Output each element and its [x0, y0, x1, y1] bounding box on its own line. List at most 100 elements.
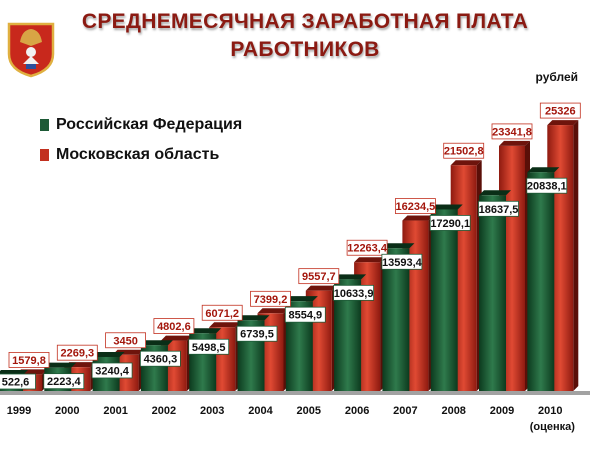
- bar-top-russia: [285, 296, 318, 302]
- data-label-box-moscow-region: [105, 332, 146, 349]
- data-label-moscow-region: 12263,4: [347, 243, 388, 255]
- x-tick-note: (оценка): [530, 421, 576, 433]
- data-label-russia: 522,6: [2, 377, 30, 389]
- data-label-box-moscow-region: [153, 318, 195, 334]
- data-label-box-moscow-region: [346, 239, 388, 256]
- bar-top-russia: [430, 204, 463, 210]
- x-tick-label: 2002: [152, 405, 176, 417]
- data-label-box-moscow-region: [539, 102, 581, 119]
- bar-top-russia: [140, 340, 173, 346]
- data-label-russia: 3240,4: [95, 365, 130, 377]
- data-label-box-russia: [284, 306, 326, 323]
- data-labels-layer: 1579,8 522,6 2269,3 2223,4 3450 3240,4 4802,6 4…: [0, 102, 581, 390]
- bar-russia: [527, 172, 555, 391]
- legend-label-russia: Российская Федерация: [56, 116, 243, 133]
- data-label-russia: 13593,4: [382, 257, 423, 269]
- bar-russia: [430, 209, 458, 391]
- data-label-russia: 2223,4: [47, 376, 82, 388]
- data-label-box-russia: [139, 350, 181, 367]
- data-label-moscow-region: 25326: [545, 106, 576, 118]
- data-label-russia: 18637,5: [479, 204, 519, 216]
- x-tick-label: 2004: [248, 405, 273, 417]
- coat-of-arms-icon: [7, 22, 55, 78]
- data-label-russia: 8554,9: [288, 310, 322, 322]
- bar-top-russia: [92, 351, 125, 357]
- legend-item-russia: Российская Федерация: [40, 110, 242, 140]
- data-label-moscow-region: 16234,5: [396, 201, 436, 213]
- data-label-box-russia: [0, 373, 36, 390]
- data-label-box-moscow-region: [56, 344, 98, 361]
- data-label-box-russia: [381, 253, 423, 270]
- data-label-box-moscow-region: [298, 268, 340, 285]
- data-label-box-moscow-region: [394, 198, 436, 214]
- legend: Российская Федерация Московская область: [40, 110, 242, 170]
- data-label-box-russia: [333, 284, 375, 301]
- chart-floor: [0, 391, 590, 395]
- x-axis: 1999 2000 2001 2002 2003 2004 2005 2006 2007 2008…: [7, 405, 575, 433]
- x-tick-label: 2005: [297, 405, 321, 417]
- bar-top-moscow-region: [354, 257, 386, 263]
- x-tick-label: 2010: [538, 405, 562, 417]
- bar-side-moscow-region: [573, 120, 579, 392]
- data-label-moscow-region: 23341,8: [492, 126, 532, 138]
- bar-top-russia: [44, 362, 77, 368]
- bar-top-moscow-region: [305, 285, 337, 291]
- data-label-box-moscow-region: [491, 123, 533, 140]
- x-tick-label: 2006: [345, 405, 369, 417]
- data-label-box-russia: [188, 338, 230, 355]
- data-label-moscow-region: 9557,7: [302, 271, 336, 283]
- chart-title-line-1: СРЕДНЕМЕСЯЧНАЯ ЗАРАБОТНАЯ ПЛАТА: [81, 10, 529, 33]
- bar-top-moscow-region: [209, 322, 241, 328]
- data-label-russia: 5498,5: [192, 342, 226, 354]
- bar-top-russia: [479, 190, 511, 196]
- bar-top-moscow-region: [160, 335, 192, 341]
- bar-top-russia: [189, 328, 222, 334]
- bar-top-moscow-region: [450, 160, 482, 166]
- x-tick-label: 2003: [200, 405, 224, 417]
- bar-top-russia: [527, 167, 560, 173]
- data-label-box-russia: [429, 215, 471, 231]
- bar-top-moscow-region: [499, 140, 530, 146]
- data-label-moscow-region: 2269,3: [60, 348, 94, 360]
- legend-label-moscow-region: Московская область: [56, 146, 220, 163]
- data-label-box-moscow-region: [8, 352, 50, 368]
- data-label-box-russia: [526, 177, 568, 194]
- bar-top-moscow-region: [547, 120, 579, 126]
- data-label-moscow-region: 7399,2: [254, 294, 288, 306]
- data-label-russia: 20838,1: [527, 181, 567, 193]
- data-label-moscow-region: 1579,8: [12, 355, 46, 367]
- bar-top-russia: [334, 274, 367, 280]
- data-label-box-moscow-region: [201, 304, 243, 321]
- bar-top-russia: [237, 315, 270, 321]
- data-label-moscow-region: 3450: [113, 335, 137, 347]
- units-label: рублей: [535, 70, 578, 84]
- x-tick-label: 2001: [103, 405, 127, 417]
- data-label-box-russia: [91, 362, 133, 379]
- data-label-box-russia: [478, 200, 519, 217]
- bar-top-moscow-region: [402, 215, 434, 221]
- bar-russia: [382, 248, 410, 391]
- data-label-moscow-region: 4802,6: [157, 321, 191, 333]
- data-label-russia: 17290,1: [430, 218, 470, 230]
- legend-swatch-russia: [40, 119, 49, 131]
- x-tick-label: 2007: [393, 405, 417, 417]
- data-label-box-moscow-region: [443, 142, 485, 159]
- x-tick-label: 1999: [7, 405, 31, 417]
- data-label-russia: 6739,5: [240, 329, 274, 341]
- data-label-box-russia: [43, 373, 85, 390]
- bar-top-russia: [382, 243, 415, 249]
- x-tick-label: 2009: [490, 405, 514, 417]
- bar-top-moscow-region: [257, 308, 289, 314]
- data-label-russia: 4360,3: [144, 354, 178, 366]
- chart-title: СРЕДНЕМЕСЯЧНАЯ ЗАРАБОТНАЯ ПЛАТА РАБОТНИК…: [60, 8, 550, 64]
- data-label-russia: 10633,9: [334, 288, 374, 300]
- data-label-moscow-region: 6071,2: [205, 308, 239, 320]
- legend-swatch-moscow-region: [40, 149, 49, 161]
- legend-item-moscow-region: Московская область: [40, 140, 242, 170]
- x-tick-label: 2000: [55, 405, 79, 417]
- data-label-moscow-region: 21502,8: [444, 146, 484, 158]
- bar-russia: [479, 195, 506, 391]
- x-tick-label: 2008: [441, 405, 465, 417]
